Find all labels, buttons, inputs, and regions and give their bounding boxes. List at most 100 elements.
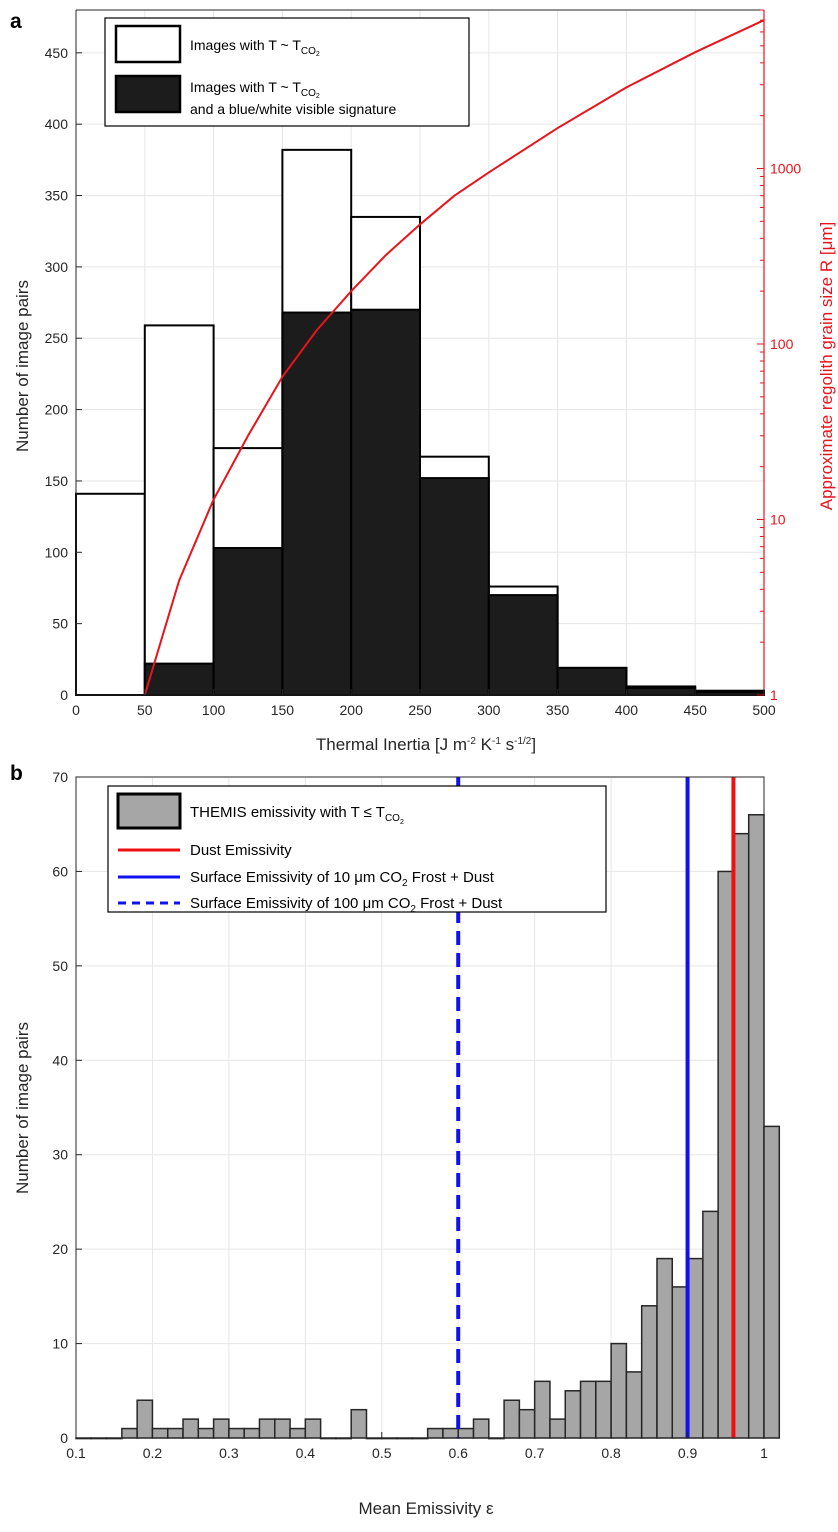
x-tick-label: 200: [340, 702, 364, 718]
histogram-bar: [518, 1408, 536, 1439]
histogram-bar: [686, 1257, 704, 1439]
histogram-bar: [243, 1427, 261, 1439]
x-tick-label: 0: [72, 702, 80, 718]
histogram-bar: [732, 832, 750, 1439]
grain-size-curve: [143, 19, 765, 696]
histogram-bar: [258, 1418, 276, 1439]
histogram-bar: [472, 1418, 490, 1439]
y-tick-label: 250: [45, 330, 69, 346]
panel-b-xlabel: Mean Emissivity ε: [358, 1499, 494, 1518]
legend-entry-10um: Surface Emissivity of 10 μm CO2 Frost + …: [190, 869, 495, 889]
x-tick-label: 250: [408, 702, 432, 718]
y-tick-label: 300: [45, 259, 69, 275]
x-tick-label: 0.7: [525, 1445, 545, 1461]
bar-all-images: [75, 492, 146, 696]
x-tick-label: 500: [752, 702, 776, 718]
x-tick-label: 0.1: [66, 1445, 86, 1461]
bar-visible-signature: [281, 311, 353, 696]
histogram-bar: [640, 1305, 658, 1439]
bar-visible-signature: [419, 477, 490, 697]
panel-a-bars: [75, 148, 766, 697]
x-tick-label: 100: [202, 702, 226, 718]
y-right-tick-label: 100: [770, 336, 794, 352]
y-tick-label: 0: [60, 687, 68, 703]
bar-all-images: [143, 324, 215, 696]
y-tick-label: 50: [52, 616, 68, 632]
histogram-bar: [457, 1427, 475, 1439]
histogram-bar: [426, 1427, 444, 1439]
histogram-bar: [549, 1418, 566, 1439]
y-tick-label: 400: [45, 116, 69, 132]
histogram-bar: [304, 1418, 322, 1439]
x-tick-label: 1: [760, 1445, 768, 1461]
histogram-bar: [671, 1286, 689, 1439]
histogram-bar: [503, 1399, 521, 1439]
x-tick-label: 0.4: [296, 1445, 316, 1461]
y-tick-label: 60: [52, 863, 68, 879]
panel-a-xlabel: Thermal Inertia [J m-2 K-1 s-1/2]: [316, 735, 536, 754]
histogram-bar: [197, 1427, 215, 1439]
y-tick-label: 20: [52, 1241, 68, 1257]
legend-swatch-black: [114, 74, 182, 114]
x-tick-label: 400: [615, 702, 639, 718]
panel-b-legend: THEMIS emissivity with T ≤ TCO2 Dust Emi…: [107, 785, 607, 915]
panel-b-ylabel: Number of image pairs: [13, 1022, 32, 1194]
y-tick-label: 350: [45, 188, 69, 204]
y-tick-label: 100: [45, 544, 69, 560]
histogram-bar: [763, 1125, 781, 1439]
x-tick-label: 350: [546, 702, 570, 718]
panel-letter-b: b: [10, 762, 23, 785]
legend-entry-black: Images with T ~ TCO2: [190, 79, 320, 100]
bar-visible-signature: [212, 547, 284, 697]
histogram-bar: [289, 1427, 307, 1439]
bar-visible-signature: [556, 666, 628, 697]
panel-a-axes: 0 50 100 150 200 250 300 350 400 450 500 0 50 100 150 2…: [45, 9, 801, 718]
histogram-bar: [212, 1418, 230, 1439]
x-tick-label: 0.6: [448, 1445, 468, 1461]
legend-entry-black-line2: and a blue/white visible signature: [190, 101, 396, 117]
panel-letter-a: a: [10, 10, 22, 33]
x-tick-label: 0.5: [372, 1445, 392, 1461]
y-right-tick-label: 10: [770, 511, 786, 527]
bar-visible-signature: [350, 308, 422, 696]
y-tick-label: 450: [45, 45, 69, 61]
y-tick-label: 0: [60, 1430, 68, 1446]
panel-a-ylabel: Number of image pairs: [13, 280, 32, 452]
histogram-bar: [121, 1427, 138, 1439]
x-tick-label: 50: [137, 702, 153, 718]
panel-b-axes: 0.1 0.2 0.3 0.4 0.5 0.6 0.7 0.8 0.9 1010203040506…: [52, 769, 768, 1461]
x-tick-label: 0.8: [601, 1445, 621, 1461]
histogram-bar: [533, 1380, 551, 1439]
legend-box: [107, 785, 607, 913]
legend-entry-dust: Dust Emissivity: [190, 842, 292, 859]
histogram-bar: [610, 1342, 628, 1439]
legend-entry-themis: THEMIS emissivity with T ≤ TCO2: [190, 804, 404, 826]
histogram-bar: [595, 1380, 612, 1439]
y-tick-label: 50: [52, 958, 68, 974]
y-right-tick-label: 1: [770, 687, 778, 703]
y-tick-label: 10: [52, 1336, 68, 1352]
histogram-bar: [564, 1390, 582, 1439]
bar-visible-signature: [487, 594, 559, 697]
histogram-bar: [579, 1380, 597, 1439]
histogram-bar: [136, 1399, 154, 1439]
y-tick-label: 30: [52, 1147, 68, 1163]
x-tick-label: 300: [477, 702, 501, 718]
histogram-bar: [182, 1418, 200, 1439]
x-tick-label: 150: [271, 702, 295, 718]
histogram-bar: [656, 1257, 674, 1439]
axes-box: [75, 776, 765, 1439]
histogram-bar: [166, 1427, 184, 1439]
histogram-bar: [151, 1427, 169, 1439]
legend-swatch-gray: [116, 792, 182, 830]
x-tick-label: 0.3: [219, 1445, 239, 1461]
histogram-bar: [702, 1210, 719, 1439]
x-tick-label: 0.2: [143, 1445, 163, 1461]
histogram-bar: [274, 1418, 291, 1439]
panel-a-legend: Images with T ~ TCO2 Images with T ~ TCO…: [104, 17, 470, 127]
bar-visible-signature: [625, 686, 697, 696]
y-tick-label: 150: [45, 473, 69, 489]
histogram-bar: [717, 870, 735, 1439]
y-tick-label: 200: [45, 402, 69, 418]
